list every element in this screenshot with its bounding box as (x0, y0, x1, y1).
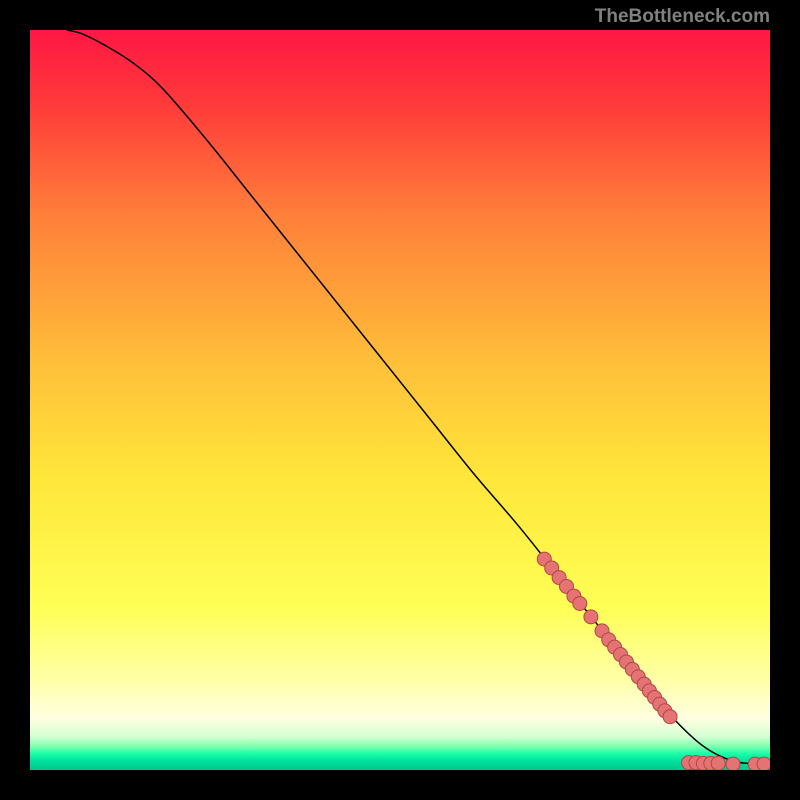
data-marker (573, 597, 587, 611)
data-marker (663, 710, 677, 724)
chart-overlay (30, 30, 770, 770)
data-marker (726, 757, 740, 770)
chart-container (30, 30, 770, 770)
markers-group (537, 552, 770, 770)
data-marker (757, 757, 770, 770)
data-marker (711, 756, 725, 770)
data-marker (584, 610, 598, 624)
curve-line (67, 30, 770, 764)
attribution-text: TheBottleneck.com (595, 6, 770, 28)
